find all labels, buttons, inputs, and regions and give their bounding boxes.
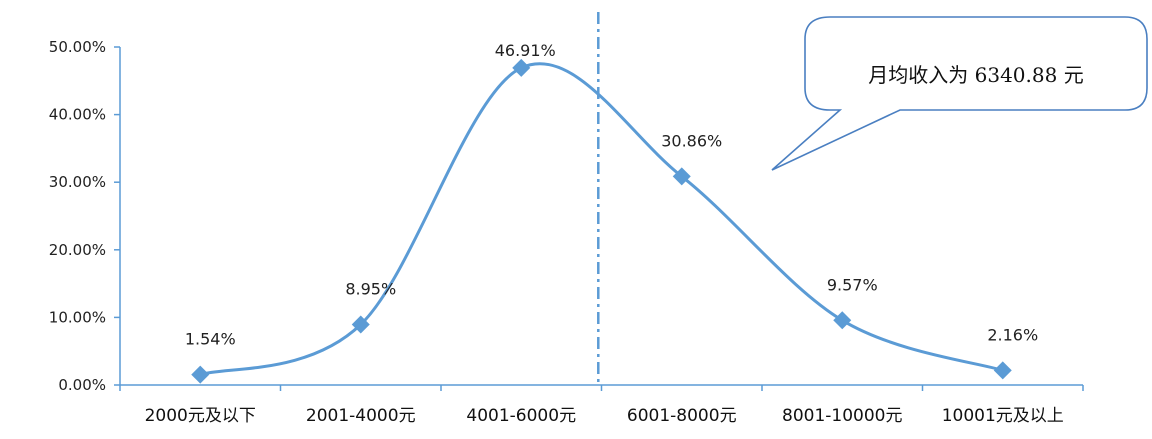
data-label: 8.95% <box>345 279 396 298</box>
x-tick-label: 2001-4000元 <box>306 406 416 426</box>
data-point-marker <box>833 311 852 330</box>
data-point-marker <box>191 365 210 384</box>
callout-text: 月均收入为 6340.88 元 <box>868 63 1083 87</box>
callout: 月均收入为 6340.88 元 <box>771 16 1148 171</box>
y-tick-label: 40.00% <box>49 106 106 124</box>
x-tick-label: 2000元及以下 <box>145 406 256 426</box>
data-point-marker <box>672 167 691 186</box>
x-axis: 2000元及以下 2001-4000元 4001-6000元 6001-8000元 80… <box>119 384 1084 426</box>
data-markers <box>191 58 1012 384</box>
data-point-marker <box>993 361 1012 380</box>
x-tick-label: 10001元及以上 <box>942 406 1064 426</box>
y-tick-label: 50.00% <box>49 38 106 56</box>
x-tick-label: 4001-6000元 <box>466 406 576 426</box>
x-tick-label: 6001-8000元 <box>627 406 737 426</box>
y-axis: 0.00% 10.00% 20.00% 30.00% 40.00% 50.00% <box>49 38 121 394</box>
data-label: 1.54% <box>185 330 236 349</box>
x-tick-label: 8001-10000元 <box>782 406 902 426</box>
data-labels: 1.54% 8.95% 46.91% 30.86% 9.57% 2.16% <box>185 41 1038 349</box>
callout-bubble <box>771 16 1148 171</box>
y-tick-label: 20.00% <box>49 241 106 259</box>
y-tick-label: 10.00% <box>49 308 106 326</box>
data-label: 2.16% <box>987 325 1038 344</box>
y-tick-label: 30.00% <box>49 173 106 191</box>
series-line <box>199 62 1004 377</box>
data-point-marker <box>512 58 531 77</box>
y-tick-label: 0.00% <box>58 376 106 394</box>
data-label: 9.57% <box>827 275 878 294</box>
data-label: 30.86% <box>661 131 722 150</box>
data-point-marker <box>351 315 370 334</box>
data-label: 46.91% <box>495 41 556 60</box>
